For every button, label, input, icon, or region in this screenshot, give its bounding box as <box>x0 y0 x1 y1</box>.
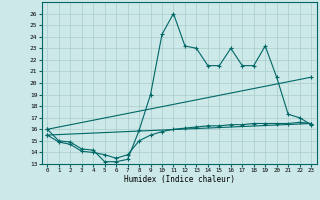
X-axis label: Humidex (Indice chaleur): Humidex (Indice chaleur) <box>124 175 235 184</box>
